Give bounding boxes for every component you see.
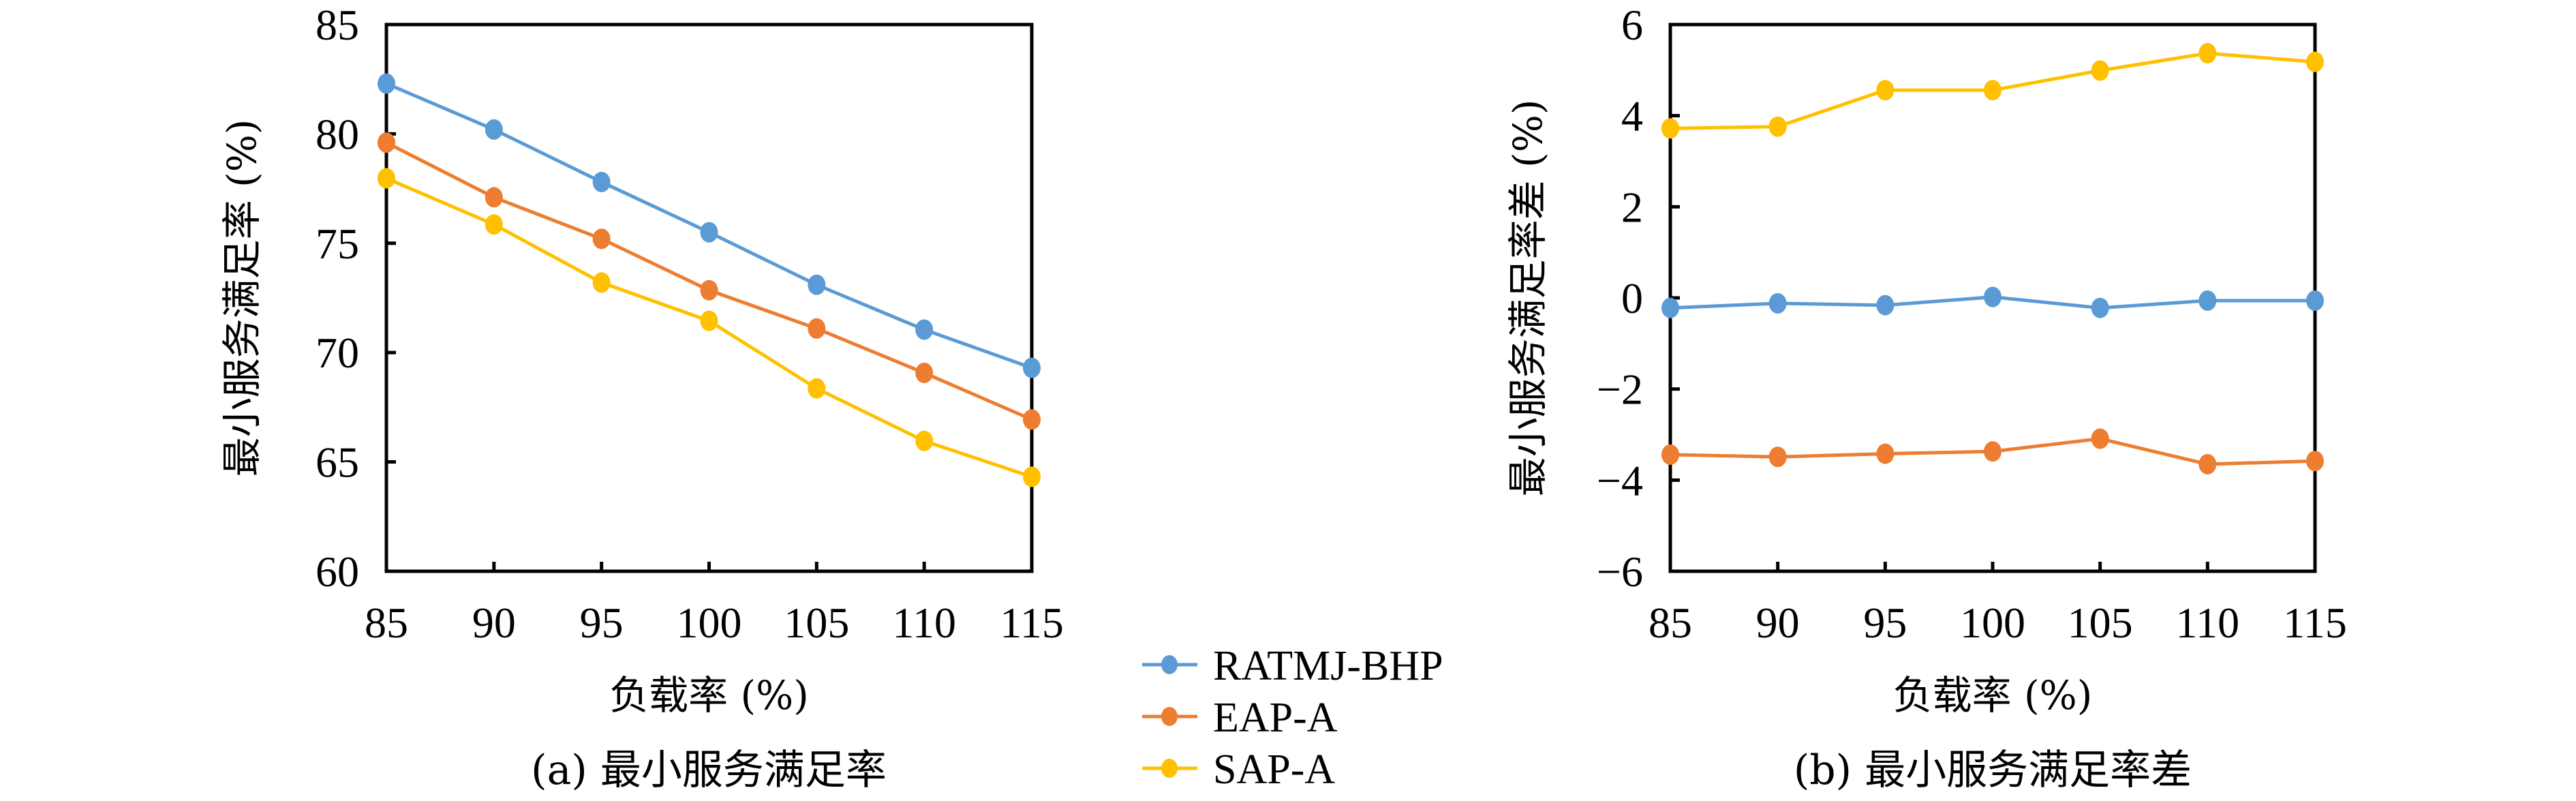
- x-tick-label: 100: [677, 599, 742, 647]
- legend-marker: [1161, 707, 1178, 726]
- x-tick-label: 110: [892, 599, 956, 647]
- data-point: [1984, 441, 2002, 462]
- panel-caption: (b) 最小服务满足率差: [1794, 746, 2192, 794]
- data-point: [700, 222, 718, 243]
- legend-item: RATMJ-BHP: [1142, 643, 1443, 689]
- legend-label: EAP-A: [1213, 695, 1338, 741]
- chart-panel-b: −6 −4 −2 0 2 4 6 85 90 95 100 105 110 115 负载率 (%) 最小服务满…: [1505, 1, 2347, 794]
- x-tick-label: 100: [1960, 599, 2025, 647]
- y-tick-label: −6: [1597, 547, 1643, 596]
- x-tick-label: 115: [2283, 599, 2347, 647]
- legend-item: EAP-A: [1142, 695, 1338, 741]
- panel-caption: (a) 最小服务满足率: [531, 746, 887, 794]
- legend-label: SAP-A: [1213, 746, 1335, 793]
- y-tick-label: 6: [1621, 1, 1643, 49]
- data-point: [2091, 60, 2109, 81]
- legend-marker: [1161, 655, 1178, 674]
- data-point: [2306, 290, 2324, 312]
- series-sap-a: [1661, 43, 2324, 139]
- data-point: [915, 319, 934, 340]
- x-tick-label: 85: [365, 599, 408, 647]
- legend-item: SAP-A: [1142, 746, 1335, 793]
- data-point: [2306, 51, 2324, 72]
- series-eap-a: [378, 132, 1041, 430]
- series-eap-a: [1661, 428, 2324, 474]
- y-tick-label: 4: [1621, 92, 1643, 140]
- data-point: [592, 272, 611, 293]
- data-point: [2091, 428, 2109, 449]
- legend-marker: [1161, 759, 1178, 778]
- data-point: [2091, 297, 2109, 318]
- y-tick-label: 60: [316, 547, 359, 596]
- data-point: [378, 73, 395, 94]
- x-tick-label: 95: [580, 599, 624, 647]
- y-tick-label: 75: [316, 220, 359, 268]
- y-tick-label: 0: [1621, 274, 1643, 322]
- data-point: [378, 168, 395, 189]
- data-point: [1768, 116, 1787, 137]
- data-point: [2198, 453, 2217, 474]
- y-tick-label: −2: [1597, 365, 1643, 414]
- data-point: [915, 363, 934, 384]
- data-point: [1023, 466, 1041, 487]
- data-point: [592, 228, 611, 250]
- data-point: [915, 430, 934, 451]
- data-point: [808, 318, 826, 339]
- chart-panel-a: 60 65 70 75 80 85 85 90 95 100 105 110 115 负载率 (%) 最小服…: [219, 1, 1064, 794]
- x-tick-label: 105: [2068, 599, 2133, 647]
- data-point: [1984, 286, 2002, 307]
- x-tick-label: 105: [784, 599, 849, 647]
- data-point: [700, 310, 718, 331]
- data-point: [1876, 80, 1895, 101]
- data-point: [485, 187, 503, 208]
- y-axis-title: 最小服务满足率 (%): [219, 119, 265, 477]
- series-ratmj-bhp: [1661, 286, 2324, 318]
- data-point: [1768, 293, 1787, 314]
- data-point: [700, 279, 718, 301]
- data-point: [1984, 80, 2002, 101]
- y-axis-title: 最小服务满足率差 (%): [1505, 100, 1551, 497]
- data-point: [1661, 297, 1679, 318]
- y-tick-label: 2: [1621, 183, 1643, 231]
- data-point: [1023, 357, 1041, 378]
- series-ratmj-bhp: [378, 73, 1041, 378]
- y-tick-label: 80: [316, 110, 359, 158]
- data-point: [2198, 43, 2217, 64]
- series-sap-a: [378, 168, 1041, 487]
- x-tick-label: 90: [472, 599, 516, 647]
- x-axis-title: 负载率 (%): [1893, 672, 2093, 719]
- data-point: [1661, 444, 1679, 465]
- y-tick-label: −4: [1597, 456, 1643, 504]
- data-point: [592, 171, 611, 192]
- data-point: [1876, 294, 1895, 316]
- x-tick-label: 90: [1756, 599, 1800, 647]
- data-point: [1023, 409, 1041, 430]
- x-tick-label: 95: [1863, 599, 1907, 647]
- y-tick-label: 65: [316, 438, 359, 487]
- legend-label: RATMJ-BHP: [1213, 643, 1443, 689]
- data-point: [1876, 443, 1895, 464]
- data-point: [1661, 118, 1679, 139]
- y-tick-label: 85: [316, 1, 359, 49]
- data-point: [2306, 451, 2324, 472]
- data-point: [808, 274, 826, 295]
- data-point: [808, 378, 826, 399]
- data-point: [485, 214, 503, 235]
- x-tick-label: 115: [1000, 599, 1064, 647]
- y-tick-label: 70: [316, 329, 359, 377]
- data-point: [2198, 290, 2217, 312]
- x-axis-title: 负载率 (%): [609, 672, 809, 719]
- data-point: [1768, 447, 1787, 468]
- data-point: [485, 119, 503, 140]
- data-point: [378, 132, 395, 153]
- x-tick-label: 85: [1649, 599, 1692, 647]
- legend: RATMJ-BHP EAP-A SAP-A: [1142, 643, 1443, 793]
- x-tick-label: 110: [2176, 599, 2240, 647]
